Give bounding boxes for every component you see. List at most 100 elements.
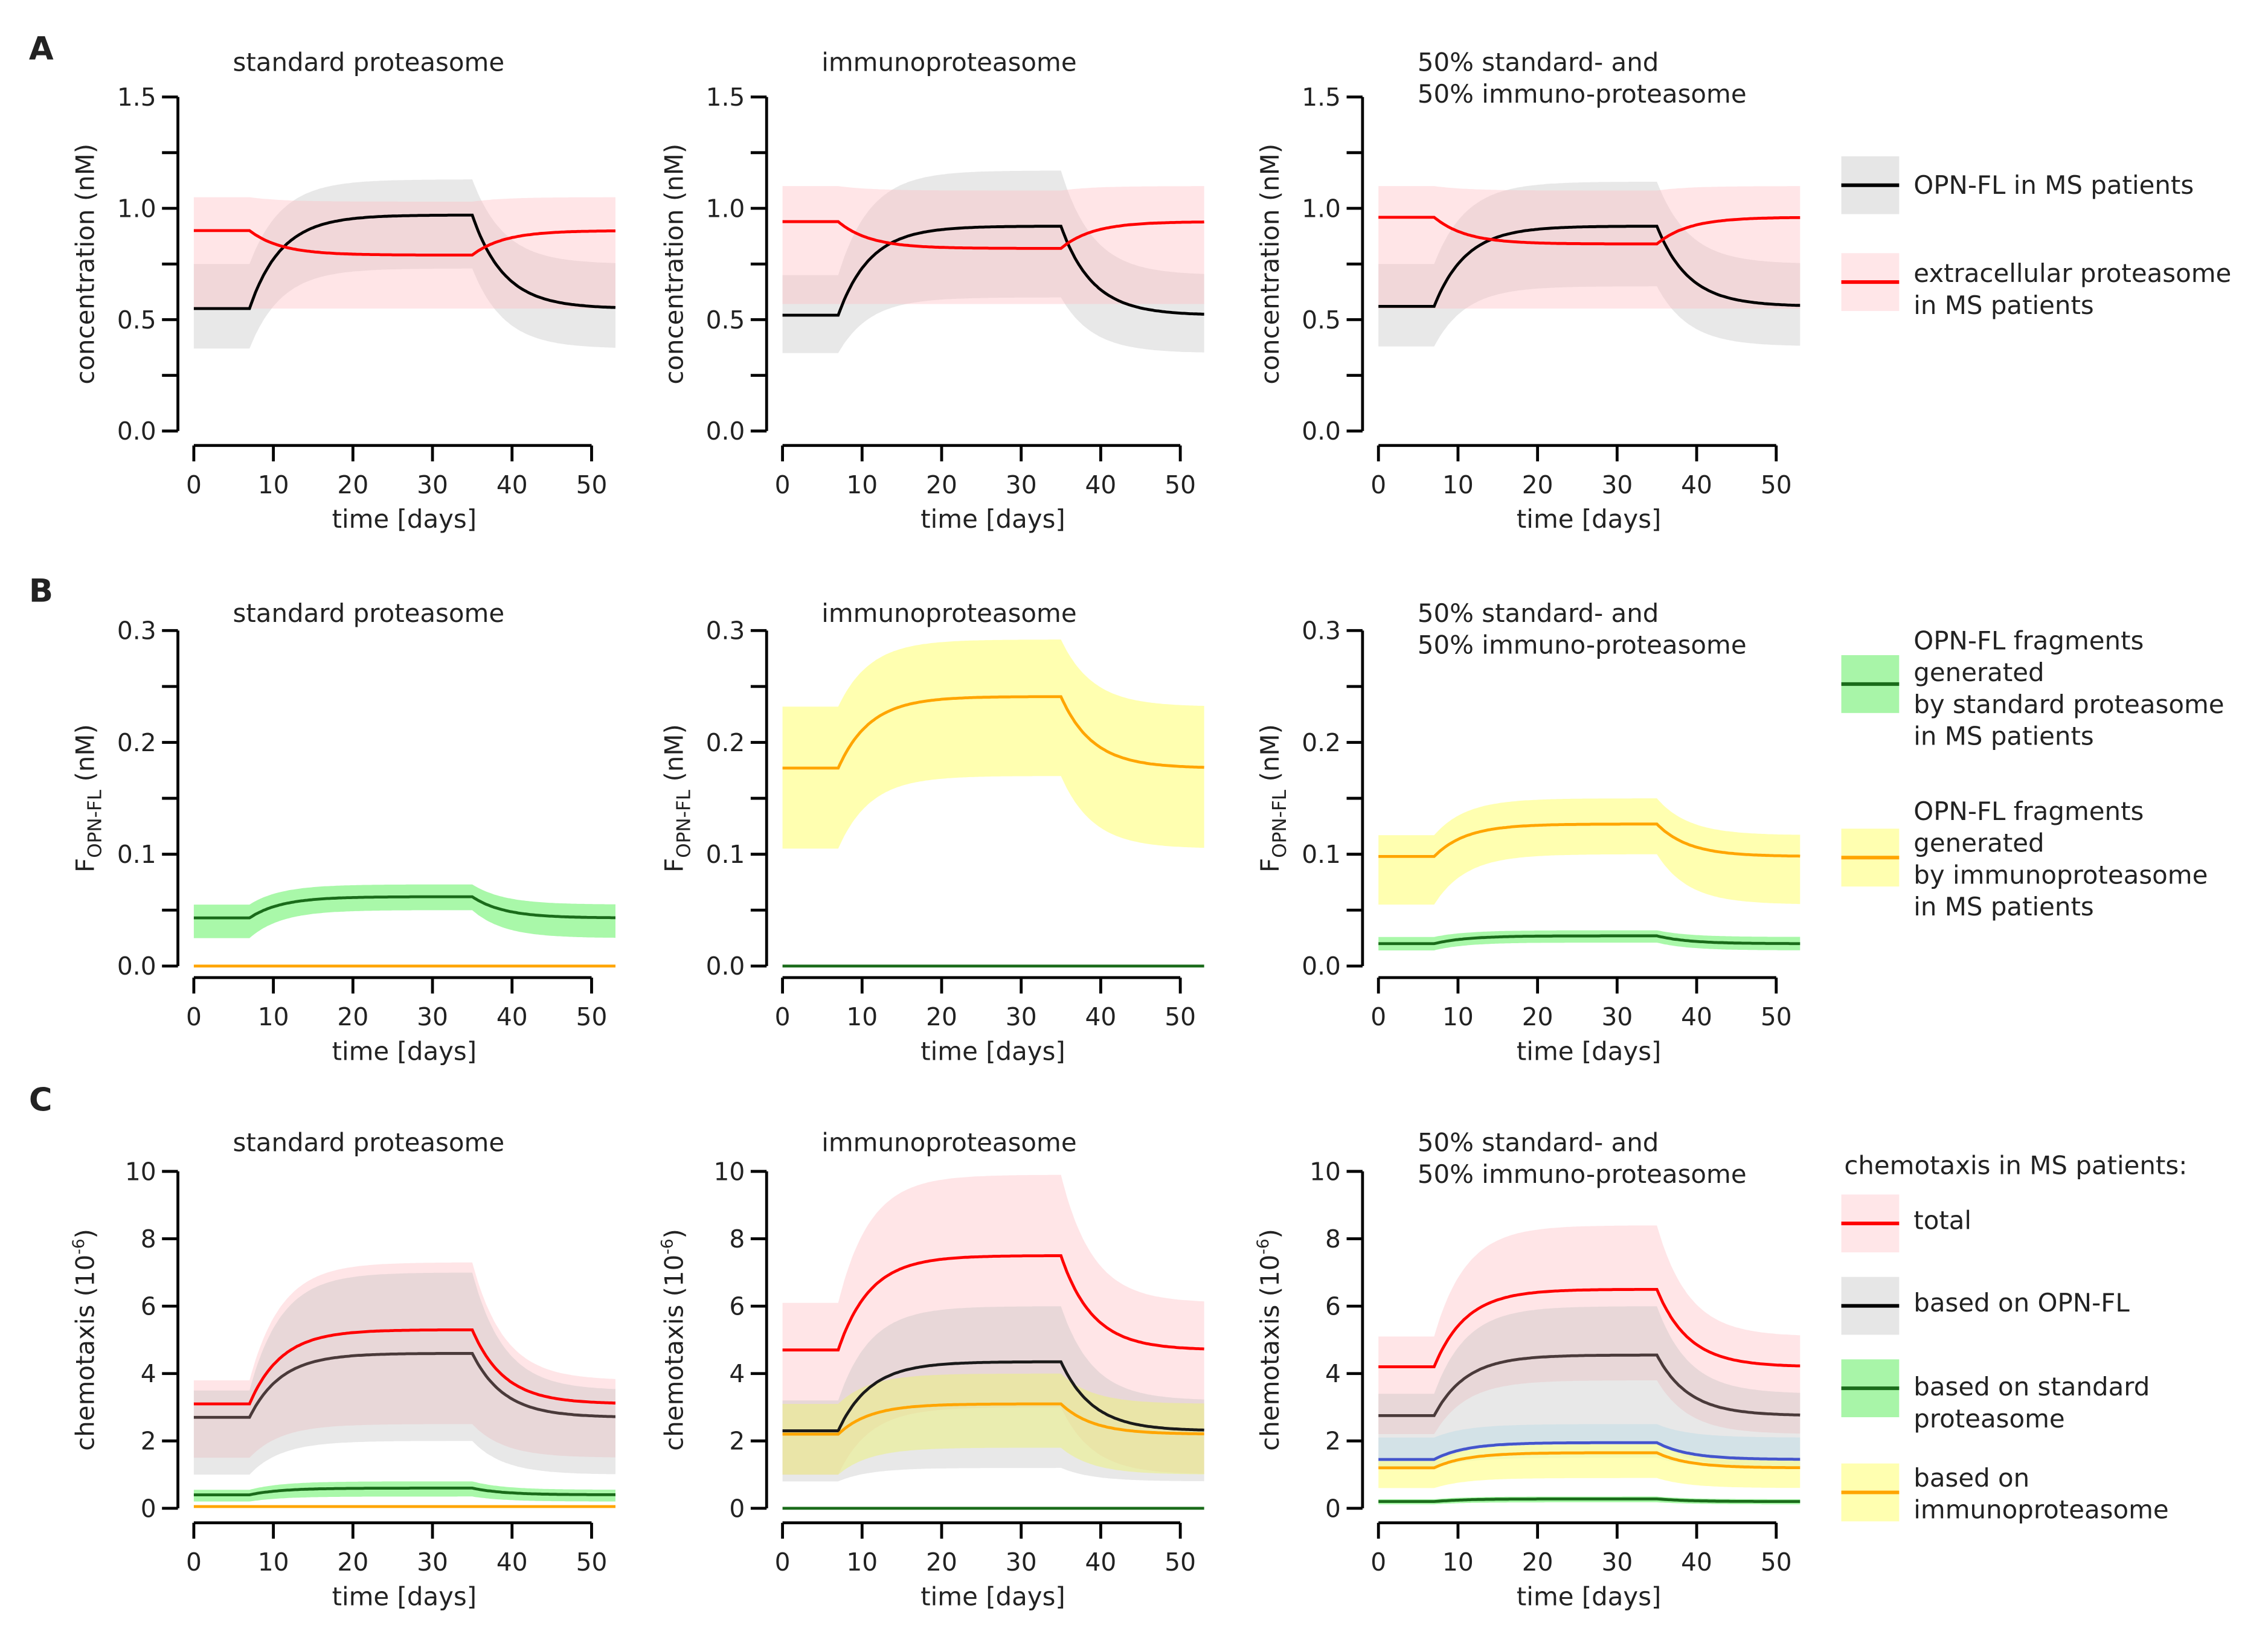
confidence-band <box>782 170 1204 353</box>
x-tick-label: 10 <box>846 1002 878 1031</box>
series-line <box>782 1402 1204 1436</box>
y-tick-label: 1.0 <box>706 194 745 223</box>
x-tick-label: 40 <box>1681 1548 1712 1577</box>
legend-label: in MS patients <box>1913 892 2093 921</box>
y-tick-label: 0.1 <box>1302 840 1341 869</box>
x-axis-label: time [days] <box>920 1037 1065 1066</box>
chart-title: 50% immuno-proteasome <box>1418 1159 1747 1189</box>
x-tick-label: 20 <box>337 1002 368 1031</box>
y-tick-label: 8 <box>729 1225 745 1254</box>
x-tick-label: 50 <box>576 1002 608 1031</box>
legend-entry: total <box>1841 1194 1971 1253</box>
x-tick-label: 10 <box>1442 1002 1474 1031</box>
x-tick-label: 30 <box>1601 1002 1633 1031</box>
y-label-superscript: -6 <box>1254 1238 1273 1254</box>
y-tick-label: 1.5 <box>1302 83 1341 112</box>
x-axis-label: time [days] <box>1517 504 1662 534</box>
x-tick-label: 50 <box>1165 1002 1196 1031</box>
legend-label: extracellular proteasome <box>1913 258 2231 288</box>
legend-header: chemotaxis in MS patients: <box>1844 1151 2187 1180</box>
series-line <box>193 895 615 920</box>
y-tick-label: 2 <box>729 1427 745 1456</box>
panel-label: C <box>29 1081 53 1118</box>
y-axis-label: FOPN-FL (nM) <box>71 724 106 873</box>
x-axis-label: time [days] <box>1517 1581 1662 1611</box>
chart-panel: immunoproteasome 0.0 0.5 1.0 1.5 concentratio… <box>659 48 1204 534</box>
x-tick-label: 20 <box>337 470 368 499</box>
y-tick-label: 1.0 <box>117 194 156 223</box>
x-tick-label: 10 <box>258 1548 289 1577</box>
series-line <box>1378 216 1801 246</box>
y-label-subscript: OPN-FL <box>673 789 695 858</box>
x-axis-label: time [days] <box>332 504 477 534</box>
y-tick-label: 0.0 <box>117 417 156 446</box>
x-axis-label: time [days] <box>1517 1037 1662 1066</box>
y-label-text: concentration (nM) <box>1255 144 1285 385</box>
confidence-band <box>193 1262 615 1458</box>
legend-label: by immunoproteasome <box>1913 860 2208 889</box>
confidence-band <box>782 186 1204 304</box>
confidence-band <box>1378 181 1801 347</box>
x-axis-label: time [days] <box>332 1037 477 1066</box>
chart-panel: standard proteasome 0.0 0.1 0.2 0.3 FOPN-FL (… <box>71 598 615 1066</box>
y-axis-label: concentration (nM) <box>71 144 100 385</box>
y-tick-label: 0.2 <box>117 728 156 757</box>
x-tick-label: 30 <box>1006 1548 1037 1577</box>
y-tick-label: 0.0 <box>117 952 156 981</box>
x-tick-label: 0 <box>775 1002 791 1031</box>
y-tick-label: 0.3 <box>706 617 745 645</box>
series-line <box>193 1328 615 1406</box>
y-tick-label: 0.5 <box>706 306 745 335</box>
y-label-tail: ) <box>1255 1229 1285 1238</box>
series-line <box>1378 1451 1801 1470</box>
y-axis-label: FOPN-FL (nM) <box>659 724 695 873</box>
series-line <box>193 213 616 310</box>
x-tick-label: 0 <box>186 1548 202 1577</box>
y-label-tail: (nM) <box>659 724 689 790</box>
confidence-band <box>1378 1306 1801 1468</box>
x-tick-label: 10 <box>258 470 289 499</box>
x-tick-label: 10 <box>846 470 878 499</box>
x-tick-label: 50 <box>1761 1548 1792 1577</box>
y-tick-label: 4 <box>729 1359 745 1388</box>
x-tick-label: 30 <box>1601 470 1633 499</box>
legend-label: generated <box>1913 658 2044 687</box>
chart-title: standard proteasome <box>233 598 505 628</box>
legend-entry: based on standard proteasome <box>1841 1359 2150 1433</box>
legend-label: total <box>1913 1206 1971 1235</box>
legend: OPN-FL in MS patients extracellular prote… <box>1841 156 2231 320</box>
confidence-band <box>193 1481 615 1502</box>
chart-title: standard proteasome <box>233 1127 505 1157</box>
y-tick-label: 0.3 <box>117 617 156 645</box>
x-tick-label: 40 <box>1085 470 1117 499</box>
y-tick-label: 6 <box>141 1292 156 1321</box>
series-line <box>1378 225 1801 308</box>
legend-label: immunoproteasome <box>1913 1495 2168 1525</box>
y-tick-label: 0.5 <box>1302 306 1341 335</box>
y-label-text: concentration (nM) <box>659 144 689 385</box>
chart-panel: immunoproteasome 0 2 4 6 8 10 chemotaxis (10-6)… <box>659 1127 1204 1611</box>
x-tick-label: 30 <box>417 470 448 499</box>
series-line <box>1378 1353 1801 1417</box>
y-label-text: F <box>71 858 100 873</box>
chart-title: 50% immuno-proteasome <box>1418 79 1747 109</box>
y-tick-label: 0.0 <box>1302 417 1341 446</box>
confidence-band <box>1378 798 1801 905</box>
y-tick-label: 0.1 <box>117 840 156 869</box>
y-tick-label: 1.0 <box>1302 194 1341 223</box>
y-tick-label: 4 <box>141 1359 156 1388</box>
y-label-tail: (nM) <box>1255 724 1285 790</box>
legend-label: based on OPN-FL <box>1913 1288 2130 1318</box>
y-tick-label: 0 <box>1325 1494 1341 1523</box>
series-line <box>782 695 1204 770</box>
x-axis-label: time [days] <box>332 1581 477 1611</box>
y-label-tail: (nM) <box>71 724 100 790</box>
x-tick-label: 20 <box>926 470 957 499</box>
series-line <box>782 1254 1204 1352</box>
y-label-subscript: OPN-FL <box>1269 789 1291 858</box>
x-tick-label: 40 <box>1681 1002 1712 1031</box>
y-axis-label: FOPN-FL (nM) <box>1255 724 1291 873</box>
y-axis-label: concentration (nM) <box>1255 144 1285 385</box>
x-tick-label: 50 <box>1761 470 1792 499</box>
